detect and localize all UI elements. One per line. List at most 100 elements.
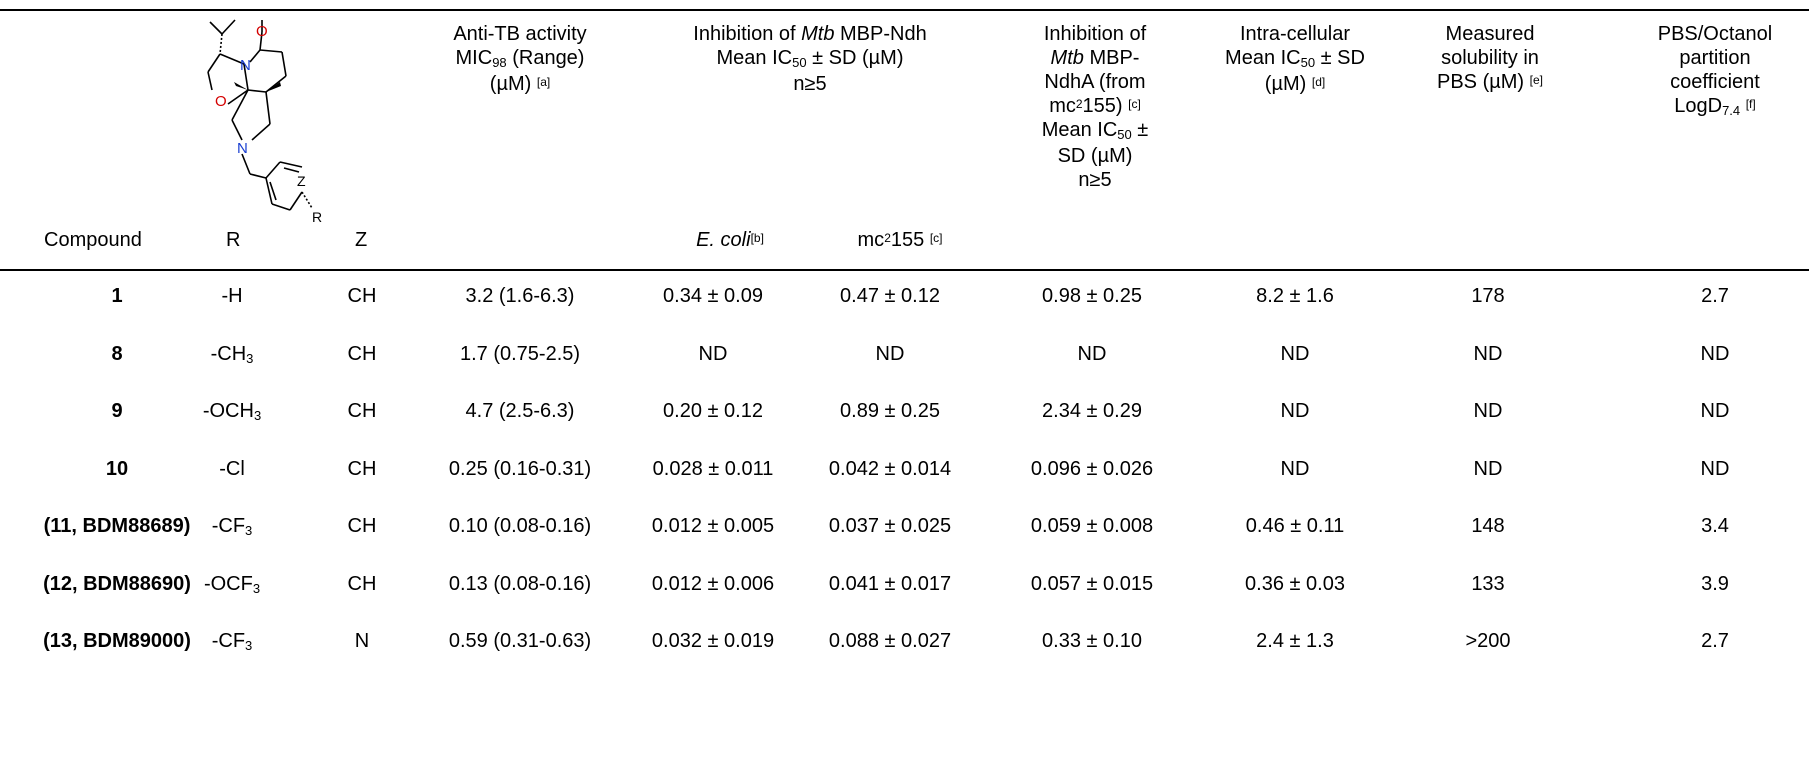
header-mc155-a: mc (857, 229, 885, 251)
cell-r-subscript: 3 (253, 408, 262, 423)
cell-compound: 9 (111, 399, 122, 423)
cell-intra-text: 2.4 ± 1.3 (1256, 630, 1334, 652)
cell-z-text: CH (347, 285, 377, 307)
header-logd-l1: PBS/Octanol (1657, 23, 1773, 45)
cell-ecoli: ND (699, 342, 728, 366)
header-ecoli-label: E. coli (696, 229, 751, 251)
cell-compound-text: 1 (111, 285, 123, 307)
cell-ndha: 0.33 ± 0.10 (1042, 629, 1142, 653)
header-anti-tb-mic-sub: 98 (492, 55, 507, 70)
cell-intra-text: ND (1280, 342, 1310, 365)
cell-intra-text: 0.36 ± 0.03 (1245, 572, 1345, 595)
cell-ecoli: 0.012 ± 0.005 (652, 514, 774, 538)
cell-z: CH (348, 399, 377, 423)
cell-logd: ND (1701, 342, 1730, 366)
ring-oxygen-label: O (215, 93, 227, 110)
cell-mic: 4.7 (2.5-6.3) (466, 399, 575, 423)
cell-logd-text: ND (1700, 342, 1730, 365)
cell-sol: ND (1474, 399, 1503, 423)
header-inhib-ndha: Inhibition of Mtb MBP- NdhA (from mc2155… (1020, 22, 1170, 192)
cell-r-text: -OCF (203, 572, 253, 595)
header-intracell-sub: 50 (1300, 55, 1316, 70)
cell-sol: ND (1474, 342, 1503, 366)
header-logd-l2: partition (1679, 47, 1751, 69)
cell-logd-text: 3.9 (1701, 572, 1729, 595)
cell-ecoli-text: 0.028 ± 0.011 (652, 457, 774, 480)
cell-sol: 148 (1471, 514, 1504, 538)
header-intracell-mean: Mean IC (1225, 47, 1301, 69)
cell-z-text: CH (347, 457, 377, 480)
cell-logd-text: 2.7 (1701, 630, 1729, 652)
cell-ndha-text: 0.33 ± 0.10 (1042, 630, 1142, 652)
cell-sol: 178 (1471, 284, 1504, 308)
cell-z-text: CH (347, 400, 377, 422)
cell-ecoli-text: 0.20 ± 0.12 (663, 400, 763, 422)
header-logd-sub: 7.4 (1722, 103, 1741, 118)
header-inhib-ndha-l3: NdhA (from (1044, 71, 1146, 93)
cell-sol-text: 178 (1471, 285, 1505, 307)
cell-logd-text: 3.4 (1701, 515, 1729, 537)
cell-mic-text: 0.10 (0.08-0.16) (448, 515, 592, 537)
header-mc155: mc2155 [c] (820, 228, 980, 252)
cell-r-text: -CF (211, 630, 246, 652)
footnote-c: [c] (929, 231, 943, 245)
cell-mic-text: 1.7 (0.75-2.5) (459, 342, 581, 365)
header-inhib-ndha-mbp: MBP- (1083, 47, 1140, 69)
cell-mic: 1.7 (0.75-2.5) (460, 342, 580, 366)
header-anti-tb-range: (Range) (506, 47, 585, 69)
cell-ecoli: 0.032 ± 0.019 (652, 629, 774, 653)
cell-mic-text: 4.7 (2.5-6.3) (465, 400, 575, 422)
header-ecoli: E. coli[b] (640, 228, 820, 252)
cell-sol-text: 148 (1471, 515, 1505, 537)
cell-mic-text: 0.13 (0.08-0.16) (448, 572, 592, 595)
piperidine-nitrogen-label: N (237, 140, 248, 157)
footnote-f: [f] (1745, 97, 1756, 111)
header-inhib-ndh-mean: Mean IC (716, 47, 793, 69)
cell-mic: 0.13 (0.08-0.16) (449, 572, 591, 596)
cell-r-text: -Cl (219, 457, 245, 480)
header-solubility-l2: solubility in (1441, 47, 1539, 69)
cell-mc155-text: 0.47 ± 0.12 (840, 285, 940, 307)
header-inhib-ndha-mean: Mean IC (1041, 119, 1118, 141)
cell-mic-text: 0.25 (0.16-0.31) (448, 457, 592, 480)
cell-ecoli: 0.028 ± 0.011 (653, 457, 774, 481)
header-anti-tb-unit: (µM) (489, 73, 537, 95)
carbonyl-oxygen-label: O (256, 23, 268, 40)
cell-z-text: CH (347, 572, 377, 595)
header-logd-label: LogD (1674, 95, 1723, 117)
cell-mc155-text: 0.042 ± 0.014 (828, 457, 952, 480)
cell-ndha: 0.057 ± 0.015 (1031, 572, 1153, 596)
cell-compound: 8 (111, 342, 122, 366)
cell-sol-text: >200 (1465, 630, 1511, 652)
cell-z-text: N (354, 630, 370, 652)
cell-r-subscript: 3 (252, 580, 261, 596)
cell-ndha-text: 0.096 ± 0.026 (1030, 457, 1154, 480)
cell-ndha-text: 2.34 ± 0.29 (1042, 400, 1142, 422)
cell-sol: >200 (1465, 629, 1510, 653)
cell-r: -H (221, 284, 242, 308)
header-solubility-l3: PBS (µM) (1437, 71, 1530, 93)
cell-mic: 0.59 (0.31-0.63) (449, 629, 591, 653)
cell-compound-text: (11, BDM88689) (43, 515, 191, 537)
cell-sol-text: 133 (1471, 572, 1505, 595)
cell-mc155: 0.041 ± 0.017 (829, 572, 951, 596)
header-inhib-ndha-155: 155) (1082, 95, 1129, 117)
cell-logd: 2.7 (1701, 284, 1729, 308)
cell-ndha: ND (1078, 342, 1107, 366)
footnote-a: [a] (536, 75, 551, 89)
cell-mc155: 0.89 ± 0.25 (840, 399, 940, 423)
cell-ecoli: 0.012 ± 0.006 (652, 572, 774, 596)
cell-intra: 2.4 ± 1.3 (1256, 629, 1334, 653)
cell-r-text: -CH (210, 342, 247, 365)
header-inhib-ndha-l1: Inhibition of (1043, 23, 1147, 45)
header-intracell-l1: Intra-cellular (1239, 23, 1351, 45)
cell-r-subscript: 3 (246, 350, 254, 366)
cell-mc155: 0.088 ± 0.027 (829, 629, 951, 653)
cell-compound: 1 (111, 284, 122, 308)
header-z: Z (355, 229, 368, 251)
header-r: R (226, 229, 241, 251)
cell-compound-text: 10 (105, 457, 129, 480)
table-top-rule (0, 9, 1809, 11)
cell-mic: 0.10 (0.08-0.16) (449, 514, 591, 538)
cell-ecoli-text: 0.34 ± 0.09 (663, 285, 763, 307)
